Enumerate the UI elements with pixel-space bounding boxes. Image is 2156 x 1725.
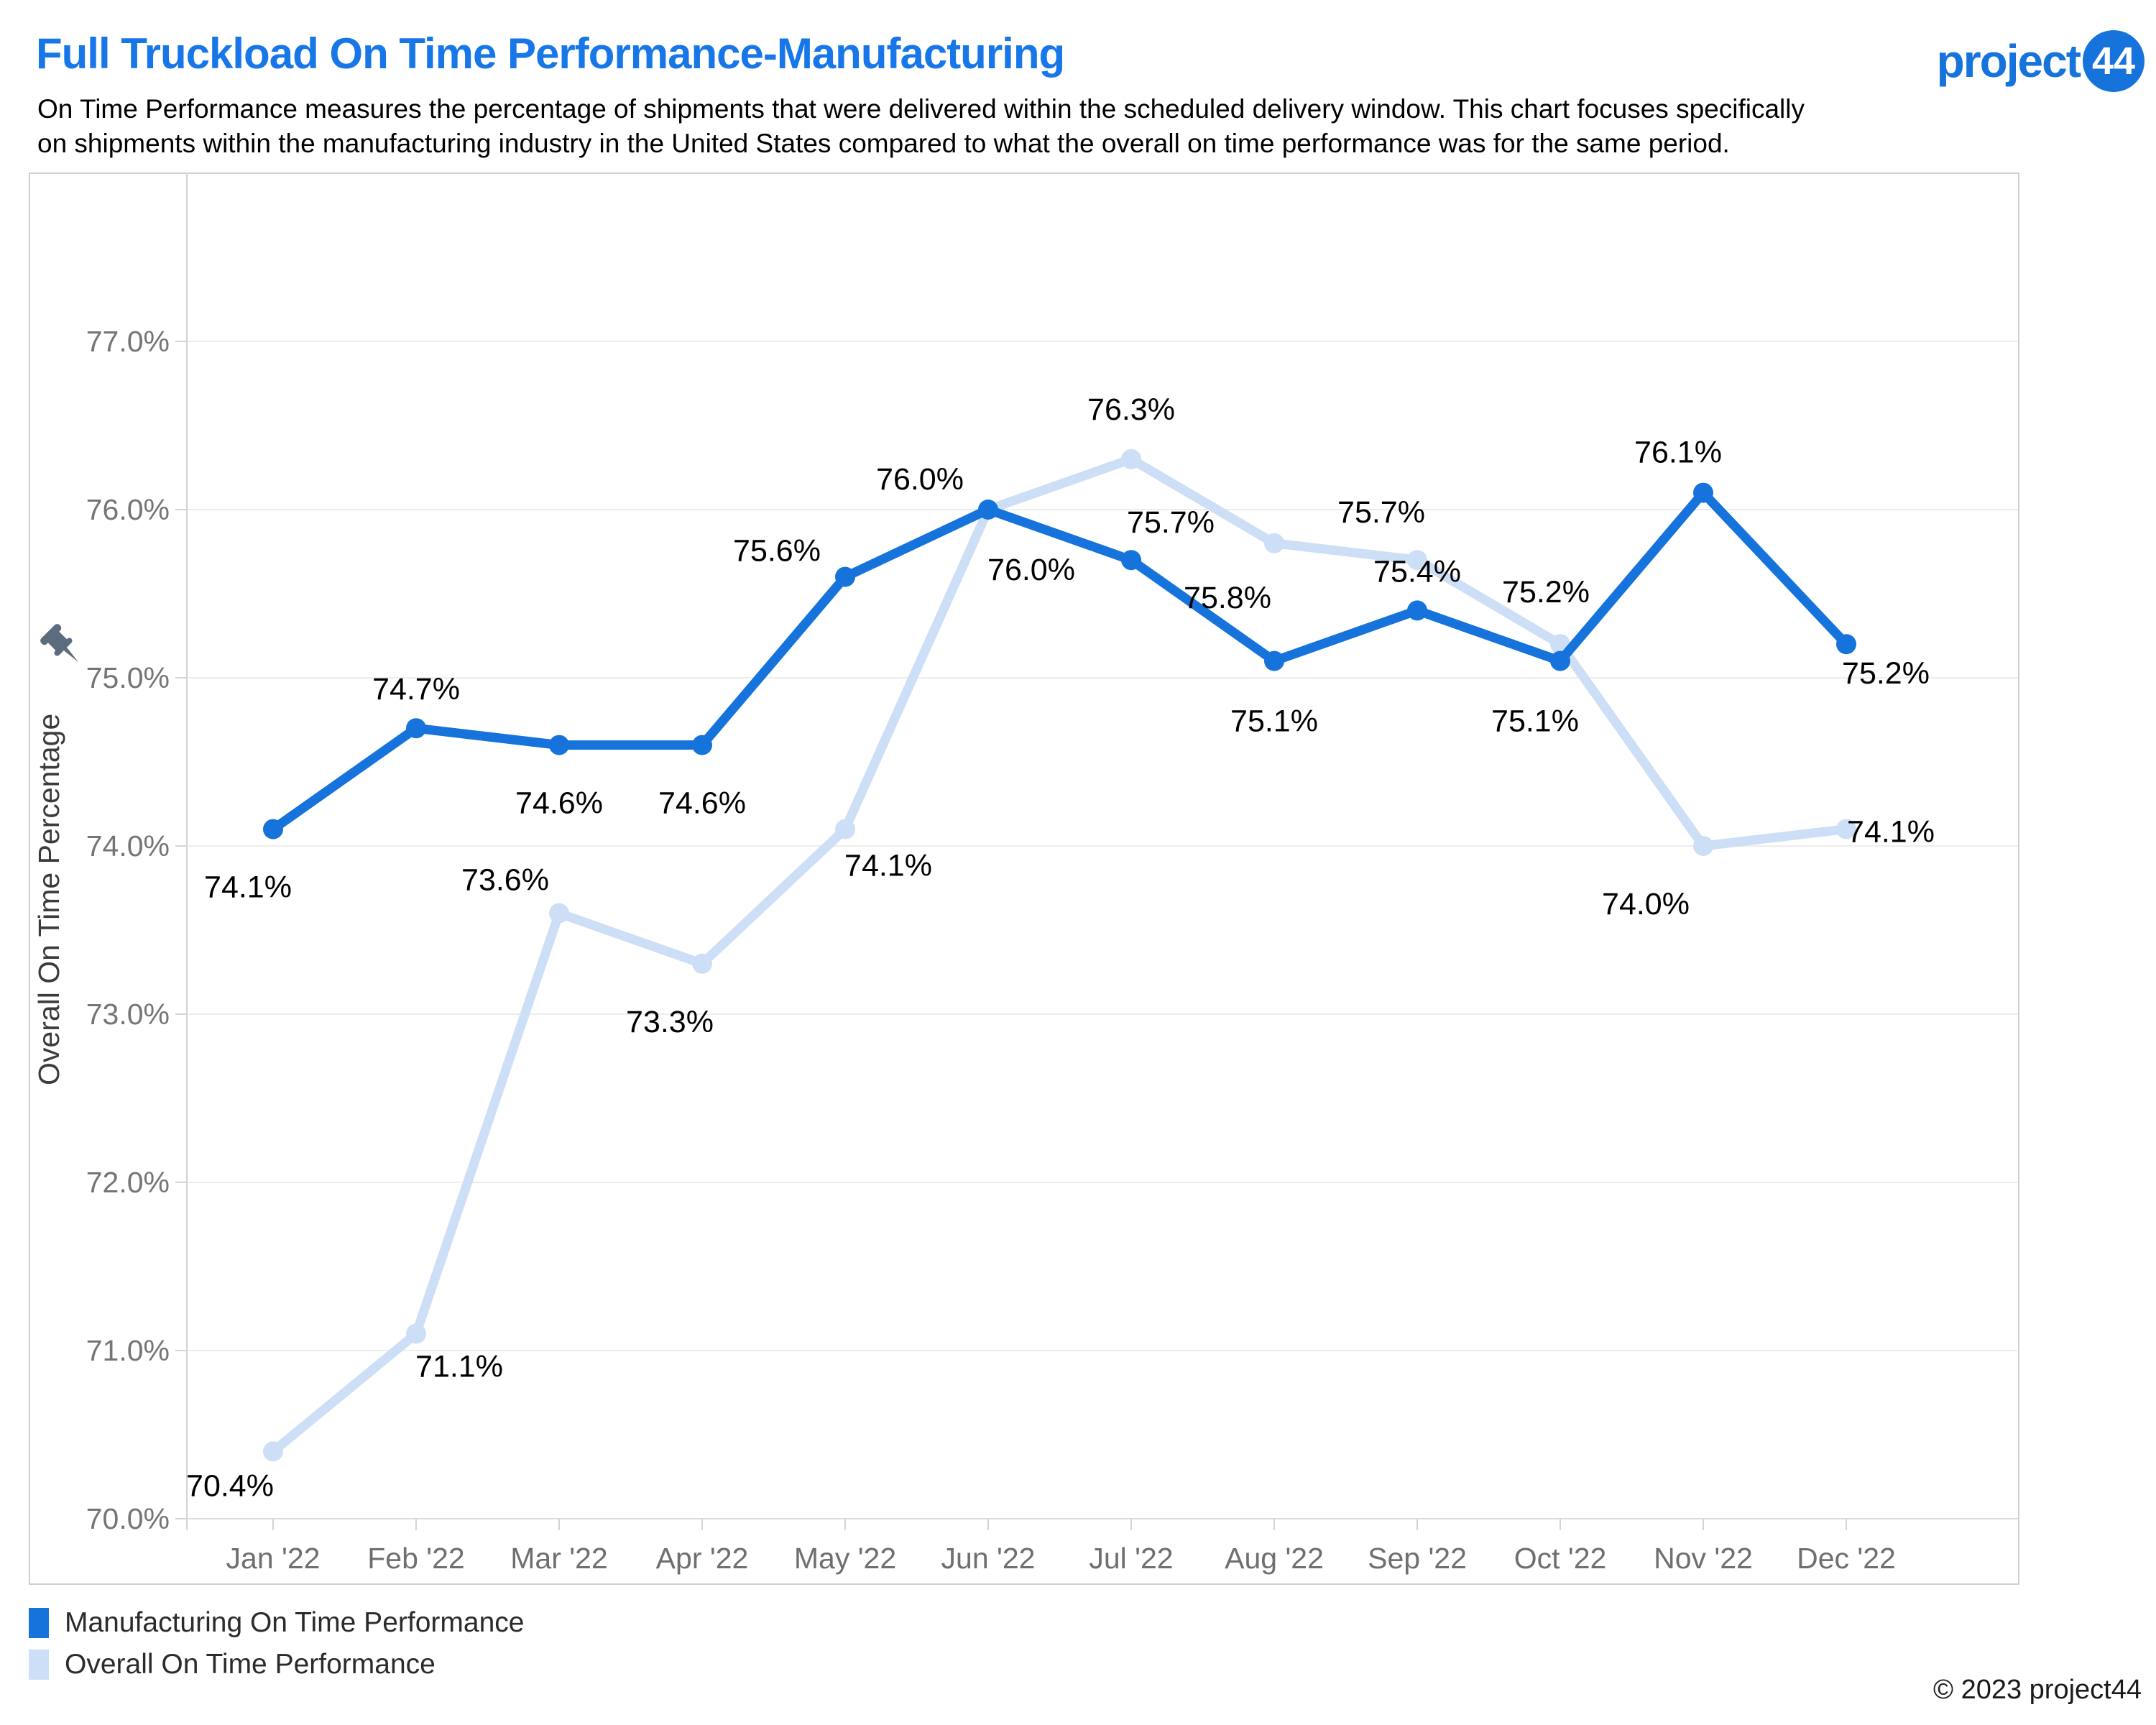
x-tick-label: Jun '22 [941,1542,1036,1575]
legend-item-overall[interactable]: Overall On Time Performance [29,1649,524,1680]
series-line-overall-on-time-performance [268,454,1851,1456]
data-label: 75.4% [1373,554,1461,589]
x-tick-label: Aug '22 [1225,1542,1324,1575]
data-point-manufacturing-on-time-performance-11[interactable] [1693,482,1713,503]
x-tick-label: Feb '22 [367,1542,464,1575]
series-line-manufacturing-on-time-performance [268,488,1851,834]
data-point-overall-on-time-performance-2[interactable] [406,1323,426,1344]
data-point-overall-on-time-performance-7[interactable] [1121,448,1141,469]
y-tick-label: 70.0% [86,1502,170,1535]
x-tick-label: Jul '22 [1089,1542,1173,1575]
y-axis-title: Overall On Time Percentage [32,714,65,1085]
data-label: 75.7% [1337,495,1425,530]
x-tick-label: Dec '22 [1797,1542,1896,1575]
data-label: 74.1% [204,870,292,905]
x-tick-label: Jan '22 [226,1542,321,1575]
legend-swatch-manufacturing [29,1608,49,1638]
x-tick-label: Mar '22 [510,1542,607,1575]
y-tick-label: 74.0% [86,829,170,862]
data-point-overall-on-time-performance-5[interactable] [835,819,855,840]
data-label: 70.4% [186,1468,274,1503]
line-chart: Overall On Time Percentage 77.0% 76.0% 75.… [29,172,2019,1585]
data-label: 75.1% [1230,704,1318,739]
data-label: 76.3% [1087,392,1175,427]
x-tick-label: Apr '22 [656,1542,749,1575]
project44-logo: project 44 [1937,30,2145,92]
y-tick-label: 71.0% [86,1334,170,1367]
data-point-manufacturing-on-time-performance-5[interactable] [835,566,855,587]
data-point-manufacturing-on-time-performance-8[interactable] [1264,650,1284,671]
data-label: 76.0% [987,553,1075,587]
data-point-manufacturing-on-time-performance-10[interactable] [1550,650,1570,671]
data-point-overall-on-time-performance-1[interactable] [263,1441,283,1462]
data-point-overall-on-time-performance-4[interactable] [692,953,712,974]
legend-label-overall: Overall On Time Performance [65,1649,436,1680]
data-point-overall-on-time-performance-11[interactable] [1693,836,1713,856]
legend-swatch-overall [29,1650,49,1680]
data-point-overall-on-time-performance-8[interactable] [1264,533,1284,553]
y-tick-label: 76.0% [86,493,170,526]
data-label: 75.6% [733,534,821,569]
data-point-manufacturing-on-time-performance-3[interactable] [549,735,569,755]
data-point-overall-on-time-performance-3[interactable] [549,903,569,924]
x-tick-label: May '22 [794,1542,896,1575]
project44-logo-badge-icon: 44 [2083,30,2145,92]
legend-item-manufacturing[interactable]: Manufacturing On Time Performance [29,1607,524,1639]
x-tick-label: Oct '22 [1514,1542,1607,1575]
data-point-manufacturing-on-time-performance-12[interactable] [1836,634,1856,655]
data-point-manufacturing-on-time-performance-9[interactable] [1407,600,1427,621]
data-label: 76.0% [876,462,964,497]
chart-legend: Manufacturing On Time Performance Overal… [29,1607,524,1690]
y-tick-label: 77.0% [86,325,170,358]
data-point-overall-on-time-performance-12[interactable] [1836,819,1856,840]
chart-border [29,172,2019,1585]
data-label: 73.6% [461,863,549,898]
data-label: 74.1% [844,849,932,883]
y-tick-label: 72.0% [86,1166,170,1199]
data-label: 75.2% [1502,575,1590,610]
data-point-overall-on-time-performance-9[interactable] [1407,550,1427,571]
project44-logo-text: project [1936,35,2081,87]
pin-icon[interactable] [39,622,88,671]
x-tick-label: Nov '22 [1654,1542,1753,1575]
data-point-manufacturing-on-time-performance-7[interactable] [1121,550,1141,571]
data-label: 75.2% [1842,656,1930,691]
data-label: 73.3% [626,1005,714,1039]
data-label: 74.0% [1602,887,1690,921]
data-label: 74.1% [1847,815,1935,850]
y-tick-label: 75.0% [86,661,170,694]
data-point-manufacturing-on-time-performance-1[interactable] [263,819,283,840]
data-label: 75.1% [1491,704,1579,739]
data-label: 71.1% [415,1350,503,1384]
data-label: 76.1% [1634,436,1722,470]
page-title: Full Truckload On Time Performance-Manuf… [36,29,1065,78]
data-label: 74.7% [372,672,460,707]
data-label: 75.8% [1184,581,1271,615]
data-point-manufacturing-on-time-performance-6[interactable] [978,500,998,520]
copyright-text: © 2023 project44 [1933,1675,2142,1705]
data-label: 74.6% [658,786,746,821]
data-point-manufacturing-on-time-performance-4[interactable] [692,735,712,755]
y-tick-label: 73.0% [86,998,170,1031]
data-label: 74.6% [515,786,603,821]
x-tick-label: Sep '22 [1368,1542,1467,1575]
data-point-manufacturing-on-time-performance-2[interactable] [406,718,426,739]
page-subtitle: On Time Performance measures the percent… [37,94,1805,158]
legend-label-manufacturing: Manufacturing On Time Performance [65,1607,525,1638]
data-label: 75.7% [1127,505,1215,540]
